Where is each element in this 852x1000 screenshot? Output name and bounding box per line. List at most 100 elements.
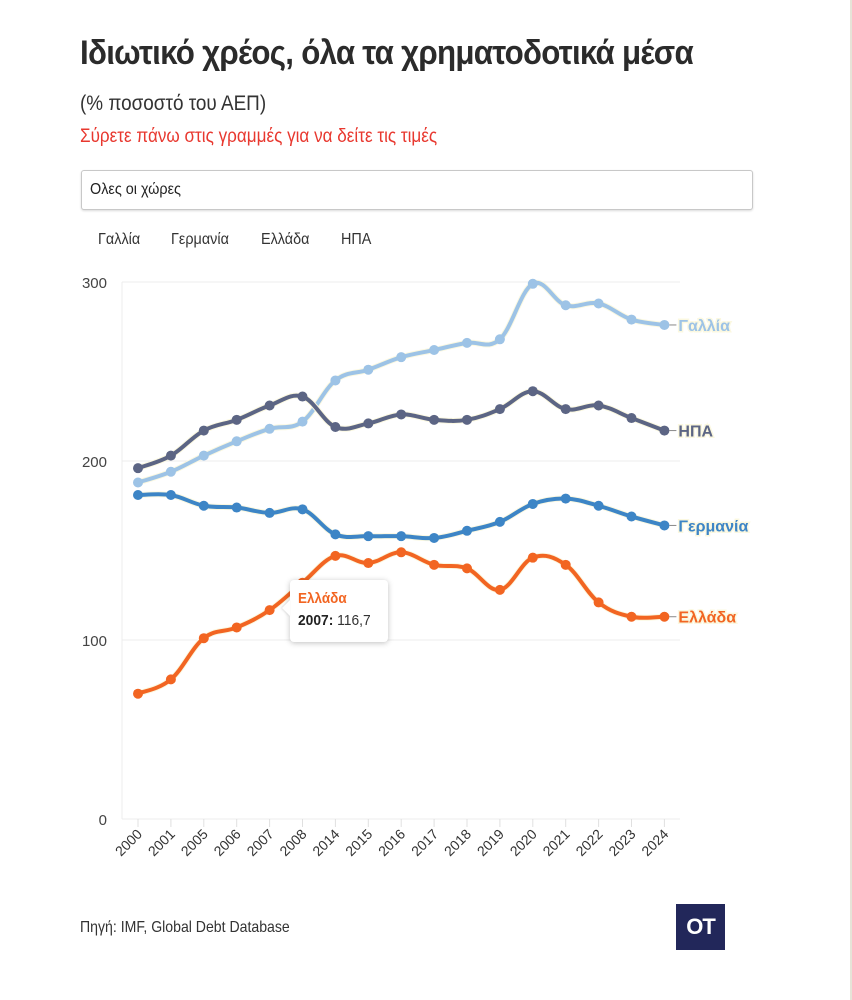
data-point — [133, 463, 143, 474]
data-point — [297, 416, 308, 427]
data-point — [560, 559, 571, 570]
data-point — [198, 500, 209, 511]
x-tick-label: 2022 — [572, 826, 605, 859]
x-tick-label: 2014 — [309, 826, 342, 859]
ot-logo: OT — [676, 904, 725, 950]
y-tick-label: 200 — [82, 454, 107, 471]
x-tick-label: 2007 — [243, 826, 276, 859]
tooltip-value-line: 2007: 116,7 — [298, 612, 371, 629]
legend-item-greece[interactable]: Ελλάδα — [261, 231, 310, 248]
data-point — [396, 547, 407, 558]
x-tick-label: 2005 — [178, 826, 211, 859]
chart-title: Ιδιωτικό χρέος, όλα τα χρηματοδοτικά μέσ… — [80, 34, 694, 72]
y-tick-label: 100 — [82, 633, 107, 650]
y-axis: 0 100 200 300 — [82, 275, 123, 829]
data-point — [494, 404, 505, 415]
data-point — [527, 386, 538, 397]
data-point — [264, 507, 275, 518]
series-end-label-greece: Ελλάδα — [678, 610, 736, 627]
data-point — [264, 400, 275, 411]
y-tick-label: 300 — [82, 275, 107, 292]
tooltip: Ελλάδα 2007: 116,7 — [290, 580, 388, 642]
series-line — [136, 550, 667, 696]
data-point — [429, 532, 440, 543]
country-select-value: Ολες οι χώρες — [90, 181, 181, 198]
data-point — [330, 550, 341, 561]
data-point — [593, 500, 604, 511]
legend-item-germany[interactable]: Γερμανία — [170, 231, 229, 248]
data-point — [396, 531, 407, 542]
data-point — [462, 525, 472, 536]
series-halo — [136, 388, 666, 471]
series-halo — [136, 549, 665, 697]
data-point — [560, 300, 571, 311]
series-end-labels: Γαλλία ΗΠΑ Γερμανία Ελλάδα — [669, 316, 750, 628]
x-tick-label: 2008 — [276, 826, 309, 859]
data-point — [231, 622, 242, 633]
data-point — [626, 611, 637, 622]
data-point — [363, 558, 374, 569]
data-point — [494, 584, 505, 595]
data-point — [429, 345, 440, 356]
data-point — [527, 278, 538, 289]
data-point — [462, 337, 472, 348]
x-tick-label: 2018 — [441, 826, 474, 859]
data-point — [363, 418, 374, 429]
data-point — [264, 605, 275, 616]
series-end-label-germany: Γερμανία — [678, 518, 748, 535]
tooltip-series: Ελλάδα — [298, 590, 347, 607]
tooltip-year: 2007: — [298, 612, 334, 629]
data-point — [560, 404, 571, 415]
data-point — [527, 498, 538, 509]
data-point — [297, 504, 308, 515]
series-halo — [137, 279, 665, 486]
series-germany — [133, 490, 670, 543]
data-point — [330, 375, 341, 386]
data-point — [198, 425, 209, 436]
data-point — [462, 563, 472, 574]
data-point — [659, 319, 670, 330]
chart-subtitle: (% ποσοστό του ΑΕΠ) — [80, 92, 267, 115]
data-point — [330, 529, 341, 540]
legend-item-usa[interactable]: ΗΠΑ — [341, 231, 372, 248]
x-tick-label: 2024 — [638, 826, 671, 859]
data-point — [593, 298, 604, 309]
series-france — [133, 278, 670, 488]
series-greece — [133, 547, 670, 699]
data-point — [527, 552, 538, 563]
data-point — [231, 502, 242, 513]
data-point — [462, 414, 472, 425]
x-tick-label: 2015 — [342, 826, 375, 859]
legend-item-france[interactable]: Γαλλία — [98, 231, 141, 248]
x-tick-label: 2019 — [474, 826, 507, 859]
x-tick-label: 2016 — [375, 826, 408, 859]
data-point — [133, 477, 143, 488]
x-tick-label: 2017 — [408, 826, 441, 859]
data-point — [363, 531, 374, 542]
data-point — [198, 450, 209, 461]
data-point — [363, 364, 374, 375]
data-point — [494, 516, 505, 527]
legend: Γαλλία Γερμανία Ελλάδα ΗΠΑ — [98, 231, 401, 249]
data-point — [396, 352, 407, 363]
data-point — [429, 559, 440, 570]
x-tick-label: 2001 — [145, 826, 178, 859]
data-point — [494, 334, 505, 345]
data-point — [659, 520, 670, 531]
tooltip-value: 116,7 — [337, 612, 371, 629]
data-point — [133, 490, 143, 501]
data-point — [165, 674, 176, 685]
country-select[interactable]: Ολες οι χώρες — [81, 170, 753, 210]
data-point — [396, 409, 407, 420]
data-point — [264, 423, 275, 434]
data-point — [165, 450, 176, 461]
data-point — [198, 633, 209, 644]
data-point — [133, 688, 143, 699]
x-tick-label: 2020 — [507, 826, 540, 859]
data-point — [297, 391, 308, 402]
series-end-label-usa: ΗΠΑ — [678, 424, 713, 441]
data-point — [626, 314, 637, 325]
data-point — [165, 490, 176, 501]
x-tick-label: 2021 — [539, 826, 572, 859]
